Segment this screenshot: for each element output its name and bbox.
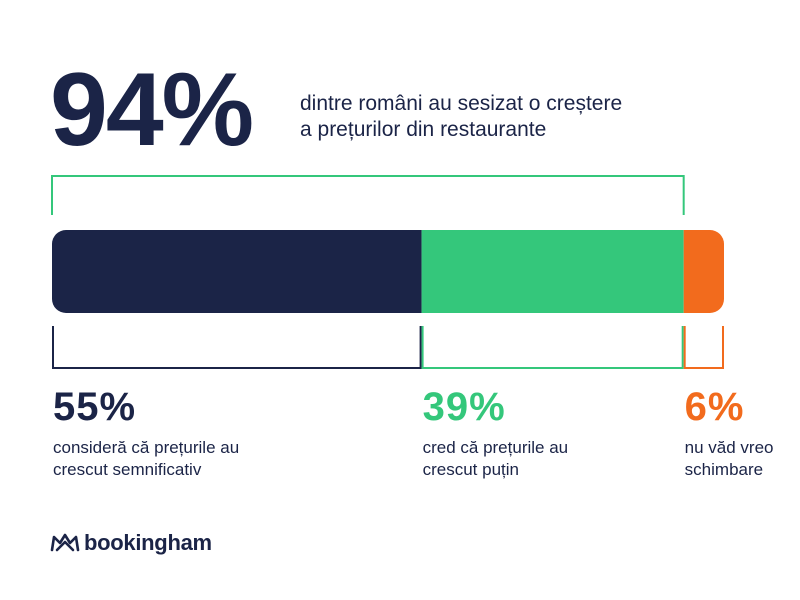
segment-2-label-line-1: cred că prețurile au <box>422 438 569 457</box>
headline-line-2: a prețurilor din restaurante <box>300 118 547 141</box>
segment-3-label-line-1: nu văd vreo <box>684 438 774 457</box>
top-bracket-94 <box>51 175 685 215</box>
brand-name: bookingham <box>84 530 212 555</box>
bar-segment-considerabil <box>52 230 422 313</box>
segment-3-label: nu văd vreo schimbare <box>685 437 774 481</box>
stat-segment-1: 55% consideră că prețurile au crescut se… <box>53 385 239 481</box>
segment-3-value: 6% <box>684 385 745 429</box>
stat-segment-3: 6% nu văd vreo schimbare <box>685 385 774 481</box>
segment-3-label-line-2: schimbare <box>684 460 764 479</box>
bottom-bracket-putin <box>421 326 684 369</box>
brand-logo: bookingham <box>50 530 212 556</box>
bar-segment-nicio <box>683 230 724 313</box>
headline-description: dintre români au sesizat o creștere a pr… <box>300 91 660 143</box>
bottom-bracket-considerabil <box>52 326 422 369</box>
segment-1-label-line-2: crescut semnificativ <box>53 460 202 479</box>
crown-icon <box>50 533 80 552</box>
segment-1-label-line-1: consideră că prețurile au <box>53 438 240 457</box>
segment-2-value: 39% <box>422 385 506 429</box>
segment-2-label-line-2: crescut puțin <box>422 460 519 479</box>
segment-1-label: consideră că prețurile au crescut semnif… <box>53 437 239 481</box>
bottom-bracket-nicio <box>683 326 724 369</box>
segment-1-value: 55% <box>53 385 137 429</box>
stat-segment-2: 39% cred că prețurile au crescut puțin <box>423 385 569 481</box>
segment-2-label: cred că prețurile au crescut puțin <box>423 437 569 481</box>
bar-segment-putin <box>421 230 684 313</box>
headline-line-1: dintre români au sesizat o creștere <box>300 92 623 115</box>
headline-percentage: 94% <box>50 52 254 168</box>
